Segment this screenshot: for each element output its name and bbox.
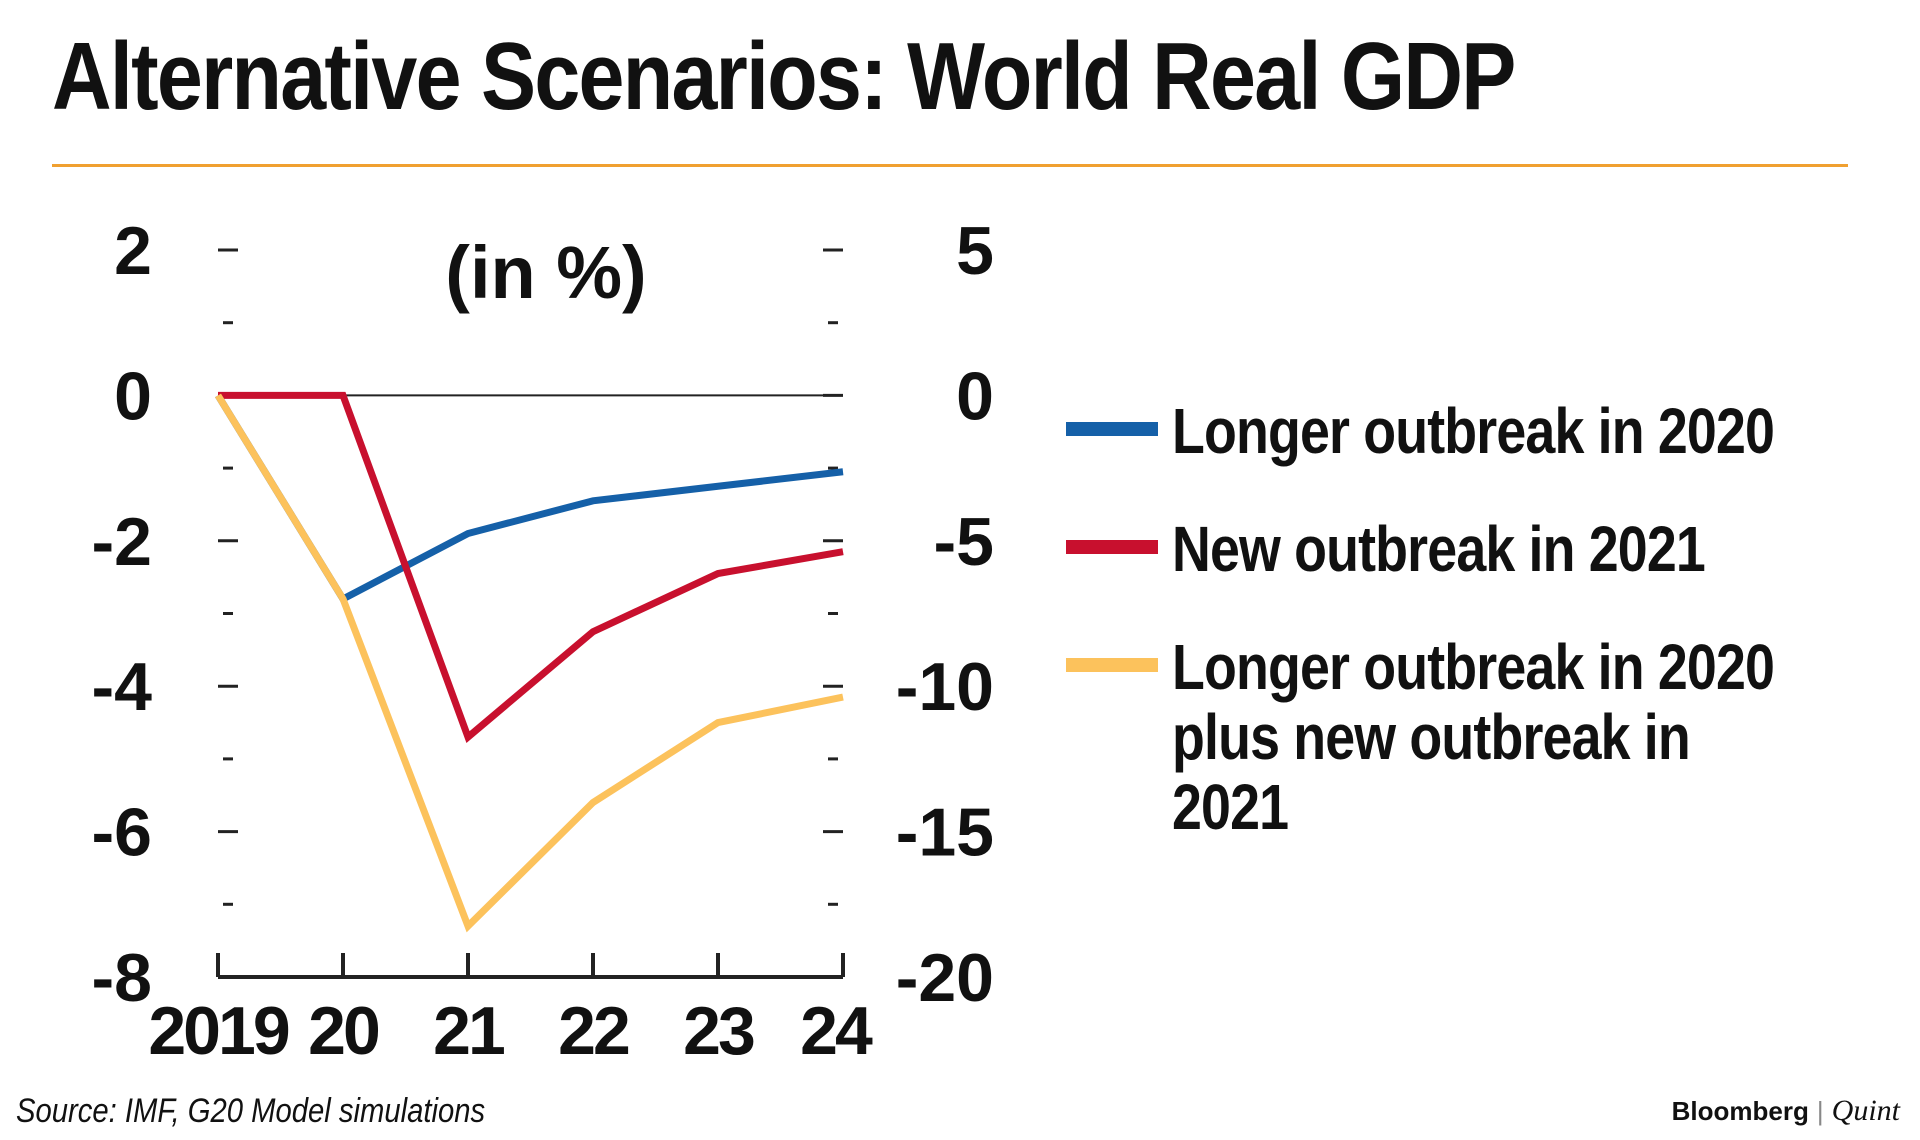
brand-logo: Bloomberg | Quint (1672, 1094, 1900, 1128)
brand-sub: Quint (1831, 1094, 1900, 1127)
y-right-tick-label: -5 (934, 504, 994, 580)
y-left-tick-label: -6 (92, 795, 152, 871)
unit-label: (in %) (445, 231, 646, 314)
legend-label: New outbreak in 2021 (1172, 513, 1706, 585)
legend-swatch-red (1066, 540, 1158, 554)
y-left-tick-label: -4 (92, 649, 153, 725)
x-tick-label: 24 (800, 993, 873, 1069)
y-right-tick-label: 5 (956, 213, 994, 289)
legend-item-yellow: Longer outbreak in 2020 plus new outbrea… (1066, 632, 1896, 842)
legend-item-red: New outbreak in 2021 (1066, 514, 1896, 584)
title-divider (52, 164, 1848, 167)
y-left-tick-label: -2 (92, 504, 152, 580)
y-right-tick-label: 0 (956, 358, 994, 434)
x-tick-label: 23 (683, 993, 754, 1069)
y-left-tick-label: 0 (114, 358, 152, 434)
legend: Longer outbreak in 2020 New outbreak in … (1066, 396, 1896, 890)
y-right-tick-label: -10 (896, 649, 994, 725)
y-left-tick-label: 2 (114, 213, 152, 289)
brand-separator: | (1816, 1096, 1824, 1126)
legend-swatch-yellow (1066, 658, 1158, 672)
series-line-2 (218, 391, 844, 743)
x-tick-label: 20 (308, 993, 379, 1069)
y-left-tick-label: -8 (92, 940, 152, 1016)
series-line-3 (215, 393, 844, 933)
legend-swatch-blue (1066, 422, 1158, 436)
y-right-tick-label: -20 (896, 940, 994, 1016)
legend-item-blue: Longer outbreak in 2020 (1066, 396, 1896, 466)
x-tick-label: 2019 (148, 993, 288, 1069)
x-tick-label: 22 (558, 993, 629, 1069)
chart-title: Alternative Scenarios: World Real GDP (52, 23, 1516, 130)
source-note: Source: IMF, G20 Model simulations (16, 1092, 486, 1130)
legend-label: Longer outbreak in 2020 plus new outbrea… (1172, 631, 1775, 843)
legend-label: Longer outbreak in 2020 (1172, 395, 1775, 467)
y-right-tick-label: -15 (896, 795, 994, 871)
brand-main: Bloomberg (1671, 1096, 1809, 1126)
x-tick-label: 21 (433, 993, 504, 1069)
